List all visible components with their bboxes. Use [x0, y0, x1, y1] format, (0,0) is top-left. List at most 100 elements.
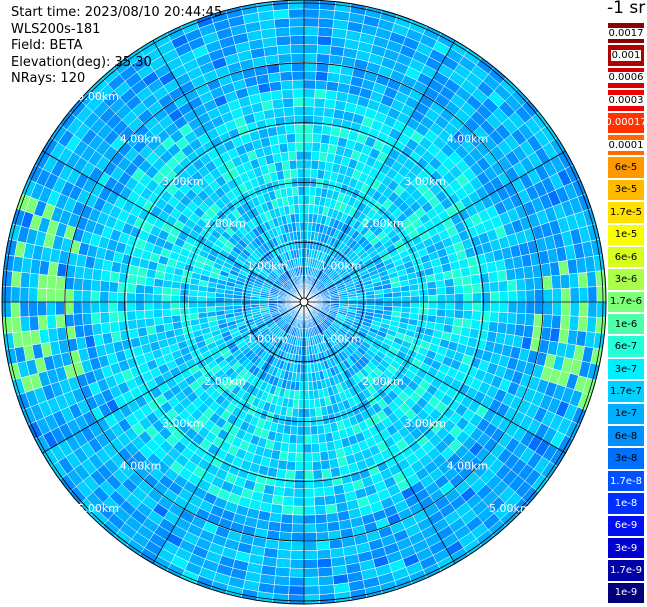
range-gate-cell	[445, 293, 456, 303]
range-gate-cell	[273, 584, 290, 595]
range-gate-cell	[161, 308, 172, 318]
range-gate-cell	[289, 35, 305, 46]
range-gate-cell	[291, 61, 305, 72]
range-gate-cell	[291, 532, 305, 543]
range-gate-cell	[303, 79, 316, 90]
colorbar-swatch: 3e-5	[607, 178, 645, 202]
range-gate-cell	[383, 292, 393, 299]
range-gate-cell	[299, 381, 305, 392]
range-gate-cell	[365, 294, 376, 299]
colorbar-swatch: 1.7e-6	[607, 290, 645, 314]
range-gate-cell	[303, 35, 319, 46]
range-gate-cell	[318, 575, 334, 587]
colorbar-swatch: 1e-5	[607, 223, 645, 246]
range-gate-cell	[277, 53, 292, 64]
range-gate-cell	[288, 17, 305, 28]
nrays: NRays: 120	[11, 71, 86, 86]
range-gate-cell	[313, 106, 325, 117]
range-gate-cell	[295, 221, 301, 232]
range-gate-cell	[392, 291, 402, 298]
range-gate-cell	[161, 301, 172, 310]
range-gate-cell	[282, 496, 295, 507]
range-gate-cell	[292, 195, 300, 206]
range-gate-cell	[90, 290, 101, 303]
range-gate-cell	[287, 594, 305, 604]
range-gate-cell	[274, 566, 291, 578]
range-gate-cell	[356, 298, 367, 303]
range-gate-cell	[515, 278, 527, 292]
range-gate-cell	[10, 301, 21, 318]
range-gate-cell	[274, 575, 290, 587]
range-gate-cell	[552, 301, 562, 316]
range-gate-cell	[303, 585, 320, 596]
range-gate-cell	[99, 301, 110, 313]
range-gate-cell	[197, 296, 207, 303]
range-gate-cell	[275, 468, 287, 479]
range-gate-cell	[206, 306, 216, 313]
range-gate-cell	[135, 275, 147, 286]
range-gate-cell	[569, 287, 580, 303]
range-gate-cell	[109, 271, 121, 283]
range-gate-cell	[321, 125, 333, 136]
range-gate-cell	[463, 301, 474, 312]
range-gate-cell	[303, 470, 314, 480]
range-gate-cell	[285, 124, 296, 135]
range-gate-cell	[143, 301, 154, 311]
range-gate-cell	[596, 301, 606, 319]
range-gate-cell	[276, 549, 292, 560]
range-gate-cell	[303, 425, 312, 436]
range-ring-label: 4.00km	[120, 459, 162, 472]
range-gate-cell	[232, 301, 243, 306]
range-gate-cell	[427, 294, 438, 303]
range-gate-cell	[91, 323, 103, 336]
instrument-name: WLS200s-181	[11, 21, 101, 37]
range-gate-cell	[153, 316, 164, 326]
range-gate-cell	[525, 289, 536, 303]
range-gate-cell	[303, 594, 321, 604]
colorbar-label: 3e-5	[614, 184, 638, 196]
range-gate-cell	[100, 269, 112, 282]
range-gate-cell	[298, 399, 305, 409]
range-gate-cell	[310, 159, 320, 170]
range-gate-cell	[453, 309, 464, 319]
range-gate-cell	[296, 425, 305, 436]
range-gate-cell	[303, 168, 312, 179]
range-gate-cell	[288, 576, 305, 587]
range-gate-cell	[117, 301, 127, 313]
range-gate-cell	[303, 26, 319, 37]
colorbar-swatch: 0.0006	[607, 66, 645, 90]
range-ring-label: 1.00km	[320, 333, 362, 346]
range-gate-cell	[303, 141, 313, 152]
range-gate-cell	[498, 280, 509, 293]
range-gate-cell	[37, 273, 49, 289]
range-gate-cell	[401, 301, 411, 308]
range-gate-cell	[445, 309, 456, 319]
range-gate-cell	[463, 292, 474, 303]
scan-info: Start time: 2023/08/10 20:44:45 WLS200s-…	[11, 5, 222, 88]
range-gate-cell	[28, 301, 39, 317]
range-gate-cell	[277, 459, 288, 471]
range-gate-cell	[348, 298, 358, 303]
range-gate-cell	[72, 289, 83, 303]
range-gate-cell	[281, 504, 294, 516]
range-gate-cell	[559, 315, 571, 331]
range-gate-cell	[303, 44, 318, 54]
range-gate-cell	[281, 88, 294, 100]
range-gate-cell	[490, 291, 500, 303]
range-gate-cell	[307, 372, 313, 383]
range-gate-cell	[303, 61, 317, 72]
range-gate-cell	[269, 80, 282, 92]
range-gate-cell	[303, 523, 317, 534]
range-gate-cell	[296, 434, 305, 445]
range-gate-cell	[127, 319, 138, 331]
range-gate-cell	[552, 288, 562, 303]
range-gate-cell	[19, 316, 31, 332]
colorbar-label: 1e-7	[614, 408, 638, 420]
range-gate-cell	[73, 277, 84, 291]
range-gate-cell	[270, 143, 281, 155]
range-gate-cell	[291, 70, 305, 81]
colorbar-swatch: 3e-9	[607, 536, 645, 560]
range-gate-cell	[311, 142, 321, 153]
range-gate-cell	[99, 280, 110, 293]
colorbar-label: 0.00017	[605, 117, 647, 129]
